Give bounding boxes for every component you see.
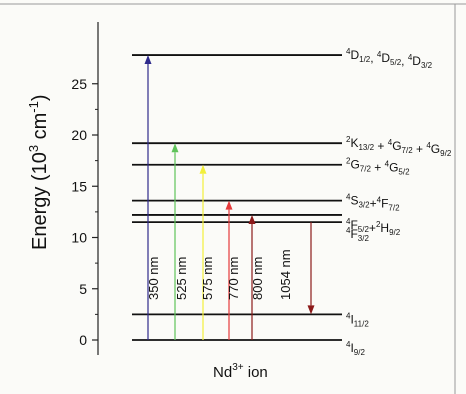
y-tick-label-10: 10 xyxy=(71,230,87,246)
energy-level-label: 4I11/2 xyxy=(346,311,369,328)
y-tick-label-25: 25 xyxy=(71,76,87,92)
transition-arrowhead xyxy=(307,305,315,315)
energy-level-label: 2K13/2 + 4G7/2 + 4G9/2 xyxy=(346,135,452,158)
energy-level-label: 2G7/2 + 4G5/2 xyxy=(346,157,410,177)
transition-arrowhead xyxy=(144,55,152,65)
energy-level-label: 4I9/2 xyxy=(346,340,365,357)
transition-arrowhead xyxy=(199,164,207,174)
transition-label: 770 nm xyxy=(226,257,241,300)
x-axis-label: Nd3+ ion xyxy=(213,362,268,381)
transition-arrowhead xyxy=(171,143,179,153)
y-tick-label-0: 0 xyxy=(79,332,87,348)
transition-label: 800 nm xyxy=(250,257,265,300)
energy-level-label: 4D1/2, 4D5/2, 4D3/2 xyxy=(346,47,433,70)
transition-label: 1054 nm xyxy=(278,249,293,300)
transition-label: 525 nm xyxy=(174,257,189,300)
transition-arrowhead xyxy=(225,200,233,210)
transition-label: 575 nm xyxy=(200,257,215,300)
transition-label: 350 nm xyxy=(146,257,161,300)
y-tick-label-15: 15 xyxy=(71,178,87,194)
y-tick-label-20: 20 xyxy=(71,127,87,143)
energy-level-label: 4S3/2+4F7/2 xyxy=(346,193,400,213)
energy-level-label: 4F5/2+2H9/2 xyxy=(346,217,401,237)
y-tick-label-5: 5 xyxy=(79,281,87,297)
y-axis-label: Energy (103 cm-1) xyxy=(26,94,51,250)
transition-arrowhead xyxy=(248,214,256,224)
energy-level-label: 4F3/2 xyxy=(346,226,369,243)
